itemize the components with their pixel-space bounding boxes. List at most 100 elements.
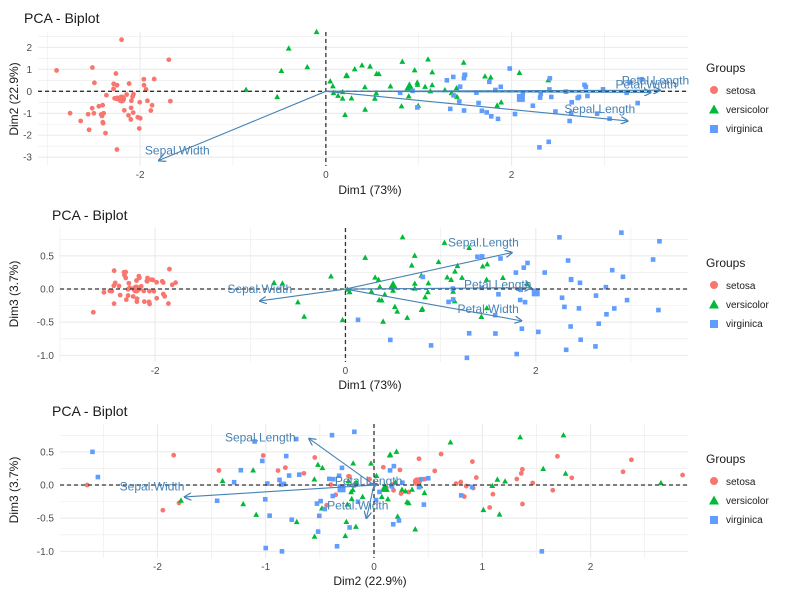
panel-1-arrow-sepal-width — [159, 90, 327, 160]
panel-2-arrow-label-sepal-width: Sepal.Width — [227, 282, 292, 296]
panel-2-point-versicolor — [362, 254, 369, 260]
panel-3-point-setosa — [380, 464, 386, 470]
panel-1-point-virginica — [474, 90, 479, 95]
panel-3-point-virginica — [279, 549, 285, 554]
panel-1-group-mean-virginica — [516, 93, 525, 102]
panel-2-point-versicolor — [390, 287, 396, 293]
panel-1-point-versicolor — [482, 73, 488, 79]
panel-1-y-tick-label: 2 — [26, 43, 32, 54]
panel-1-point-setosa — [89, 65, 95, 70]
panel-1-point-virginica — [484, 110, 489, 115]
panel-1-point-setosa — [113, 71, 119, 76]
panel-3-arrow-petal-width — [366, 484, 375, 518]
panel-3-point-virginica — [421, 502, 427, 507]
panel-1-y-tick-label: -2 — [23, 131, 32, 142]
panel-3-point-virginica — [293, 436, 299, 442]
panel-1-point-virginica — [530, 103, 536, 109]
panel-3-point-virginica — [314, 501, 320, 506]
panel-3-x-tick-label: -2 — [153, 562, 162, 573]
panel-1-point-versicolor — [411, 67, 418, 73]
panel-2-point-virginica — [518, 287, 523, 293]
panel-3-point-setosa — [514, 476, 520, 482]
panel-1-point-virginica — [568, 110, 574, 116]
panel-3-group-mean-virginica — [337, 484, 346, 493]
panel-1-point-virginica — [495, 116, 501, 122]
panel-2-arrow-sepal-length — [345, 253, 512, 290]
panel-3-point-setosa — [84, 482, 90, 488]
panel-3-point-versicolor — [311, 533, 318, 539]
panel-1-point-virginica — [547, 87, 552, 92]
panel-3-point-virginica — [238, 467, 244, 473]
panel-1: PCA - Biplot -2 0 2 -3 -2 -1 0 1 2 Sepal.Length Se… — [7, 10, 769, 197]
panel-3-x-tick-label: -1 — [261, 562, 270, 573]
panel-3-point-virginica — [355, 499, 361, 505]
panel-3-title: PCA - Biplot — [52, 403, 128, 419]
panel-2-point-versicolor — [444, 274, 451, 280]
panel-1-point-versicolor — [313, 28, 320, 35]
panel-2-point-setosa — [144, 278, 150, 284]
panel-3-point-versicolor — [489, 482, 496, 489]
panel-3-point-versicolor — [311, 476, 318, 482]
panel-1-point-virginica — [585, 93, 590, 99]
panel-2-plot-area: -2 0 2 -1.0 -0.5 0.0 0.5 Sepal.Length Sepal.Widt… — [37, 228, 688, 377]
panel-1-point-setosa — [151, 76, 157, 82]
panel-1-point-virginica — [493, 87, 498, 93]
panel-2-title: PCA - Biplot — [52, 207, 128, 223]
panel-2-point-versicolor — [450, 288, 456, 294]
panel-3-point-versicolor — [447, 439, 454, 445]
panel-3-point-setosa — [569, 475, 575, 481]
panel-2-legend-key-virginica — [710, 320, 718, 328]
panel-3-point-virginica — [296, 472, 302, 477]
panel-2-arrow-sepal-width — [260, 288, 346, 301]
panel-3-point-virginica — [330, 476, 336, 482]
panel-1-point-virginica — [415, 105, 420, 110]
panel-2-point-versicolor — [448, 276, 455, 282]
panel-1-legend-label-versicolor: versicolor — [726, 105, 769, 116]
panel-1-point-setosa — [119, 37, 124, 43]
panel-3-point-setosa — [680, 472, 685, 478]
panel-1-arrow-label-sepal-length: Sepal.Length — [564, 102, 635, 116]
panel-1-point-setosa — [166, 57, 172, 63]
panel-3-point-virginica — [425, 475, 431, 481]
panel-3-point-versicolor — [540, 465, 547, 472]
panel-3-point-versicolor — [494, 476, 501, 482]
panel-2-point-virginica — [525, 260, 530, 266]
panel-2-legend-title: Groups — [706, 256, 745, 270]
panel-1-point-setosa — [130, 94, 135, 100]
panel-1-point-virginica — [461, 75, 467, 81]
panel-1-point-versicolor — [274, 93, 281, 100]
panel-3-point-virginica — [373, 497, 379, 503]
panel-2-point-versicolor — [483, 304, 490, 311]
panel-3-point-virginica — [469, 484, 475, 490]
panel-3-y-tick-label: -1.0 — [37, 547, 55, 558]
panel-2-point-virginica — [464, 355, 470, 361]
panel-1-point-virginica — [594, 111, 600, 116]
panel-2-point-versicolor — [339, 316, 346, 323]
panel-3-x-tick-label: 2 — [588, 562, 594, 573]
panel-2-point-versicolor — [411, 280, 418, 286]
panel-3-point-versicolor — [352, 523, 359, 529]
panel-3-point-virginica — [400, 480, 405, 485]
panel-2-point-setosa — [159, 278, 165, 284]
panel-1-point-virginica — [553, 109, 558, 114]
panel-2-point-setosa — [134, 299, 140, 305]
panel-1-legend-key-setosa — [710, 86, 718, 94]
panel-2-point-virginica — [450, 297, 456, 302]
panel-1-point-setosa — [128, 105, 134, 111]
panel-3-point-versicolor — [349, 486, 356, 493]
panel-2-point-setosa — [151, 288, 157, 294]
panel-3-point-versicolor — [373, 472, 380, 479]
panel-1-arrow-label-petal-length: Petal.Length — [622, 73, 689, 87]
panel-3-point-virginica — [263, 545, 269, 551]
panel-1-point-versicolor — [330, 83, 336, 89]
panel-1-point-versicolor — [498, 99, 505, 105]
panel-3-point-versicolor — [496, 511, 503, 517]
panel-3-point-setosa — [282, 465, 288, 471]
panel-1-point-setosa — [126, 112, 131, 118]
panel-3-point-versicolor — [502, 478, 508, 484]
panel-2-point-setosa — [147, 288, 152, 294]
panel-1-point-setosa — [128, 117, 134, 122]
panel-2-point-versicolor — [425, 280, 432, 286]
panel-3-point-versicolor — [353, 479, 360, 485]
panel-2-point-virginica — [496, 291, 501, 297]
